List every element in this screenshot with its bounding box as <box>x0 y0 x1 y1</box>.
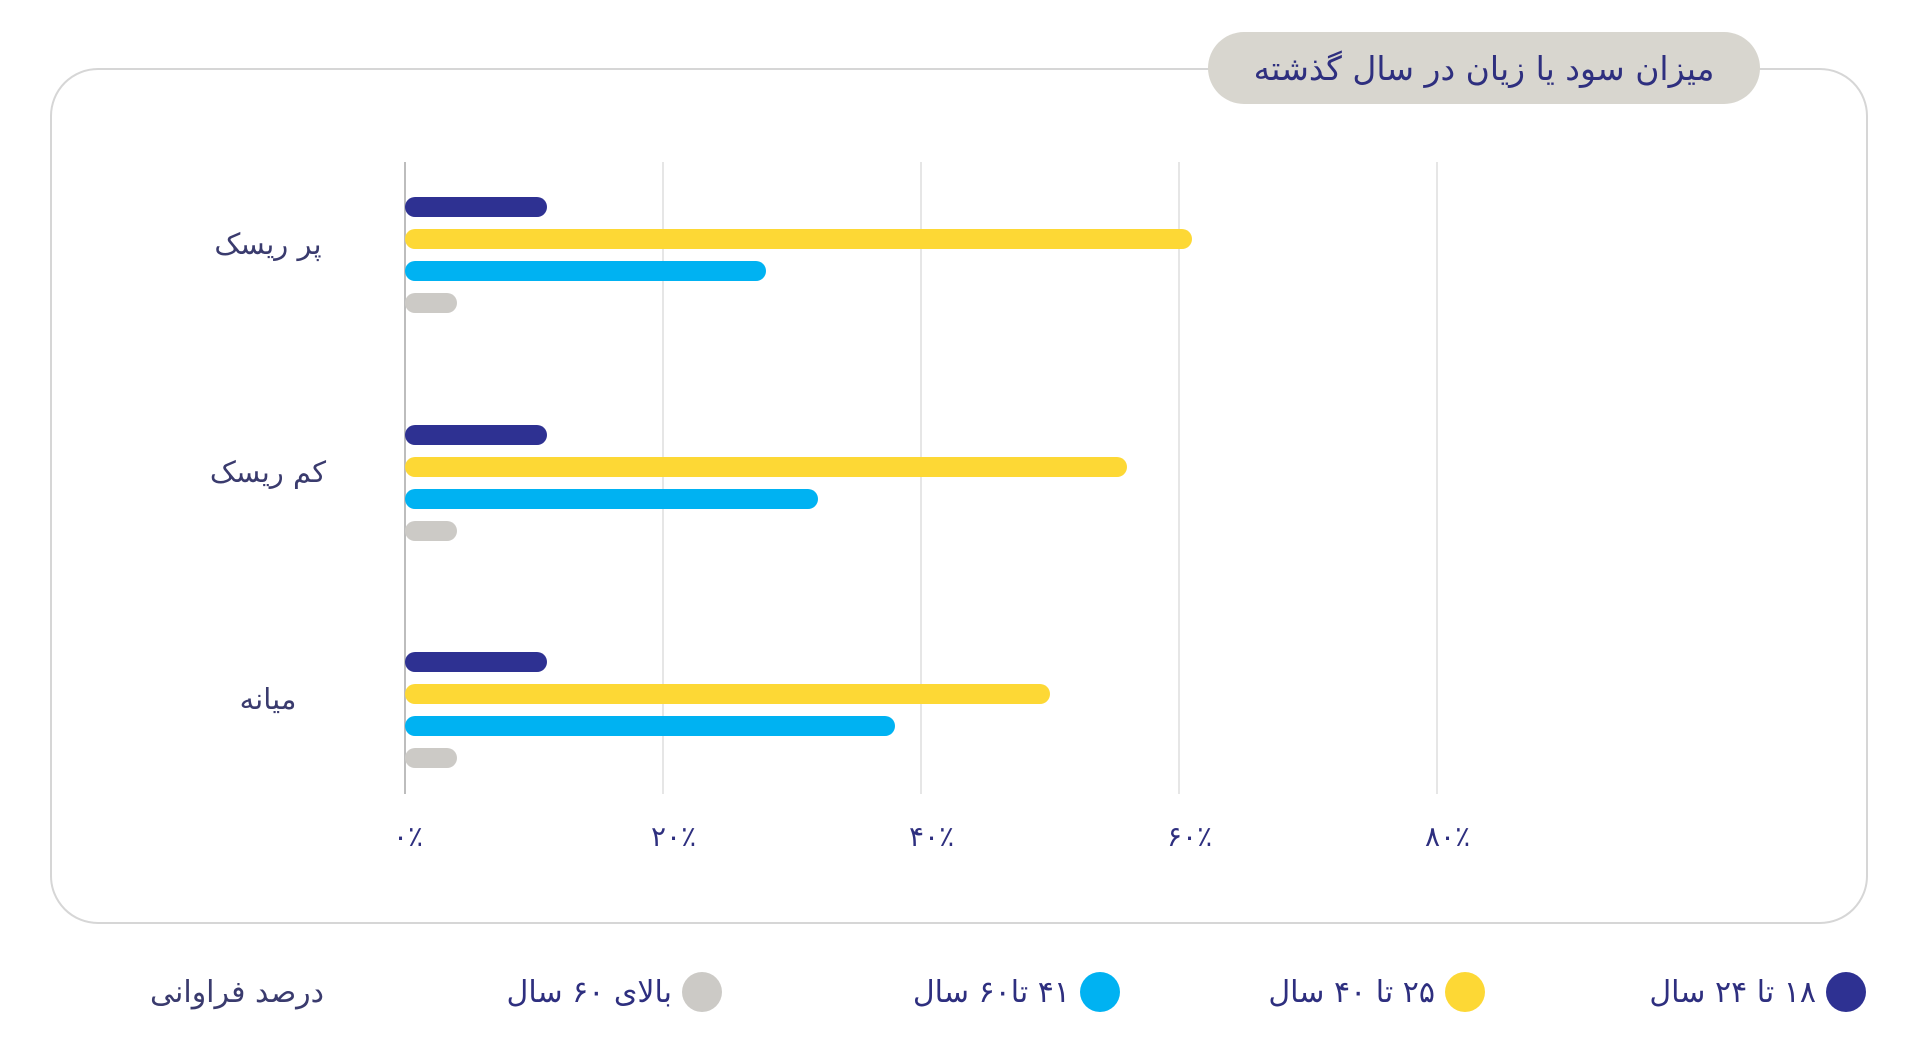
legend-dot-icon <box>1826 972 1866 1012</box>
gridline <box>1178 162 1180 794</box>
legend-label: بالای ۶۰ سال <box>506 974 672 1010</box>
legend-item: ۴۱ تا۶۰ سال <box>913 968 1120 1016</box>
legend-label: ۱۸ تا ۲۴ سال <box>1649 974 1816 1010</box>
legend-label: ۴۱ تا۶۰ سال <box>912 974 1070 1010</box>
bar-1-0 <box>405 425 547 445</box>
unit-note: درصد فراوانی <box>150 968 324 1016</box>
category-label: کم ریسک <box>209 455 327 489</box>
gridline <box>920 162 922 794</box>
legend-dot-icon <box>682 972 722 1012</box>
bar-2-3 <box>405 748 457 768</box>
legend-label: ۲۵ تا ۴۰ سال <box>1268 974 1435 1010</box>
legend-dot-icon <box>1080 972 1120 1012</box>
x-tick-label: ۴۰٪ <box>909 820 955 853</box>
x-tick-label: ۲۰٪ <box>651 820 697 853</box>
bar-2-2 <box>405 716 896 736</box>
legend: ۱۸ تا ۲۴ سال ۲۵ تا ۴۰ سال ۴۱ تا۶۰ سال بالای… <box>0 968 1920 1016</box>
x-tick-label: ۰٪ <box>393 820 424 853</box>
bar-0-2 <box>405 261 767 281</box>
gridline <box>1436 162 1438 794</box>
legend-item: ۱۸ تا ۲۴ سال <box>1649 968 1866 1016</box>
legend-item: بالای ۶۰ سال <box>507 968 722 1016</box>
bar-0-3 <box>405 293 457 313</box>
category-label: میانه <box>239 682 297 716</box>
unit-note-text: درصد فراوانی <box>150 974 325 1010</box>
bar-2-1 <box>405 684 1050 704</box>
bar-1-3 <box>405 521 457 541</box>
chart-title: میزان سود یا زیان در سال گذشته <box>1253 48 1715 88</box>
bar-1-1 <box>405 457 1128 477</box>
bar-1-2 <box>405 489 818 509</box>
legend-dot-icon <box>1445 972 1485 1012</box>
x-tick-label: ۸۰٪ <box>1425 820 1471 853</box>
category-label: پر ریسک <box>214 227 322 261</box>
bar-0-0 <box>405 197 547 217</box>
x-tick-label: ۶۰٪ <box>1167 820 1213 853</box>
gridline <box>662 162 664 794</box>
legend-item: ۲۵ تا ۴۰ سال <box>1268 968 1485 1016</box>
bar-2-0 <box>405 652 547 672</box>
chart-card <box>50 68 1868 924</box>
y-axis-line <box>404 162 406 794</box>
bar-0-1 <box>405 229 1192 249</box>
chart-title-pill: میزان سود یا زیان در سال گذشته <box>1208 32 1760 104</box>
